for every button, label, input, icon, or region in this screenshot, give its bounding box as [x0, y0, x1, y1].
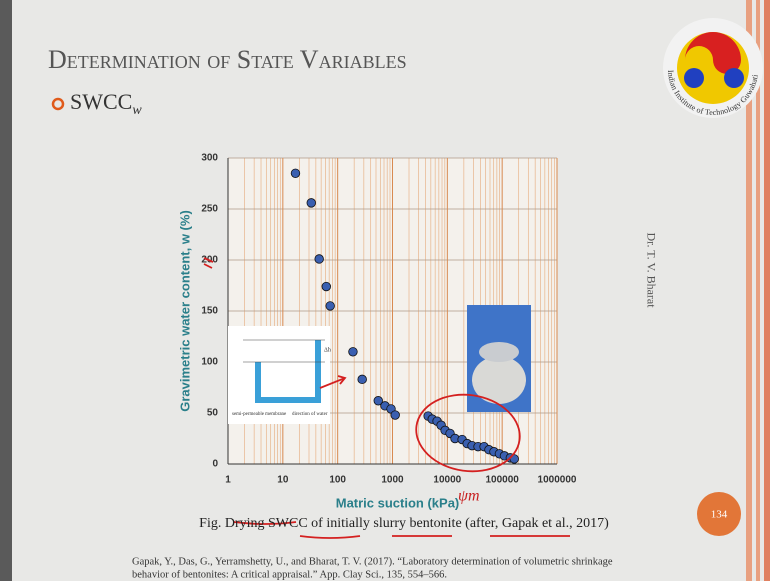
point	[349, 348, 358, 357]
bullet-sub: w	[132, 103, 142, 118]
x-tick-label: 10	[277, 475, 289, 486]
reference: Gapak, Y., Das, G., Yerramshetty, U., an…	[132, 556, 613, 567]
x-tick-label: 100000	[485, 475, 519, 486]
slide-title: Determination of State Variables	[48, 45, 407, 74]
page-number: 134	[711, 509, 728, 521]
inset-label: direction of water	[292, 412, 328, 417]
reference: behavior of bentonites: A critical appra…	[132, 569, 447, 580]
logo-dot	[724, 68, 744, 88]
point	[322, 282, 331, 291]
x-tick-label: 1000000	[538, 475, 577, 486]
caption: Fig. Drying SWCC of initially slurry ben…	[199, 516, 609, 531]
logo-dot	[684, 68, 704, 88]
y-tick-label: 250	[201, 204, 218, 215]
x-tick-label: 100	[329, 475, 346, 486]
logo: Indian Institute of Technology Guwahati	[663, 18, 763, 118]
page: Determination of State Variables SWCCw I…	[0, 0, 770, 581]
inset-bg	[228, 326, 330, 424]
point	[358, 375, 367, 384]
y-tick-label: 0	[212, 459, 218, 470]
point	[307, 199, 316, 208]
stripe	[764, 0, 770, 581]
y-tick-label: 50	[207, 408, 219, 419]
point	[315, 255, 324, 264]
y-tick-label: 300	[201, 153, 218, 164]
author: Dr. T. V. Bharat	[644, 232, 658, 308]
y-tick-label: 150	[201, 306, 218, 317]
x-axis-title: Matric suction (kPa)	[336, 495, 460, 510]
x-tick-label: 1000	[381, 475, 404, 486]
inset-label: Δh	[324, 347, 331, 353]
lid	[479, 342, 519, 362]
y-tick-label: 100	[201, 357, 218, 368]
point	[326, 302, 335, 311]
point	[291, 169, 300, 178]
left-edge	[0, 0, 12, 581]
x-tick-label: 1	[225, 475, 231, 486]
handwriting: ψm	[458, 488, 480, 505]
x-tick-label: 10000	[433, 475, 461, 486]
bullet-text: SWCC	[70, 89, 132, 114]
inset-label: semi-permeable membrane	[232, 412, 287, 417]
bullet: SWCCw	[70, 89, 142, 118]
y-axis-title: Gravimetric water content, w (%)	[177, 210, 192, 412]
inset-diagram: Δh semi-permeable membrane direction of …	[228, 326, 331, 424]
point	[391, 411, 400, 420]
slide: Determination of State Variables SWCCw I…	[0, 0, 770, 581]
